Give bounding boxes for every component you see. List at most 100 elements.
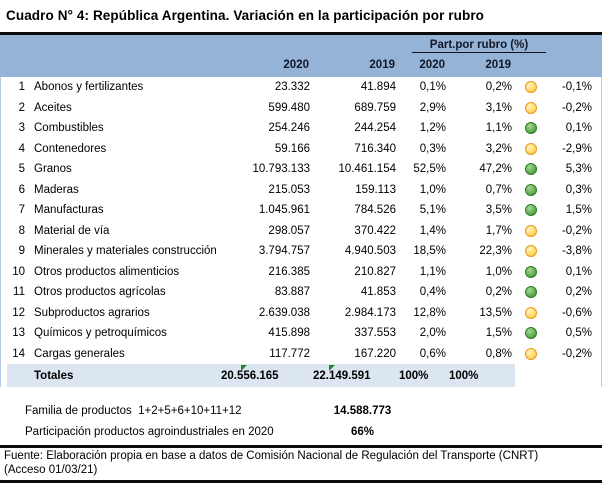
rubro-name: Otros productos alimenticios [34, 265, 180, 278]
rubro-name: Manufacturas [34, 204, 104, 217]
value-2020: 215.053 [268, 183, 310, 196]
pct-2020: 1,4% [419, 224, 446, 237]
pct-difference: -2,9% [561, 142, 592, 155]
value-2020: 59.166 [274, 142, 310, 155]
pct-difference: -0,2% [561, 347, 592, 360]
value-2019: 370.422 [354, 224, 396, 237]
rubro-name: Combustibles [34, 122, 104, 135]
pct-2019: 1,1% [485, 122, 512, 135]
value-2020: 254.246 [268, 122, 310, 135]
status-cell [515, 204, 547, 217]
status-cell [515, 183, 547, 196]
row-number: 9 [18, 245, 25, 258]
row-number: 8 [18, 224, 25, 237]
source-rule [0, 445, 602, 448]
rubro-name: Maderas [34, 183, 79, 196]
value-2019: 10.461.154 [338, 163, 396, 176]
value-2020: 298.057 [268, 224, 310, 237]
status-dot-icon [525, 224, 537, 237]
summary-section: Familia de productos 1+2+5+6+10+11+12 14… [0, 400, 602, 442]
totals-value-2019: 22.149.591 [313, 364, 399, 387]
group-header-row: Part.por rubro (%) [0, 37, 602, 55]
value-2019: 2.984.173 [344, 306, 396, 319]
rubro-name: Contenedores [34, 142, 107, 155]
row-number: 7 [18, 204, 25, 217]
cell-flag-triangle-icon [329, 365, 335, 371]
status-dot-icon [525, 245, 537, 258]
rubro-name: Minerales y materiales construcción [34, 245, 217, 258]
pct-2019: 0,8% [485, 347, 512, 360]
pct-difference: 0,1% [565, 265, 592, 278]
pct-2019: 3,1% [485, 101, 512, 114]
status-dot-icon [525, 265, 537, 278]
pct-2019: 0,7% [485, 183, 512, 196]
row-number: 11 [13, 286, 25, 299]
rubro-name: Cargas generales [34, 347, 125, 360]
rubro-name: Subproductos agrarios [34, 306, 150, 319]
rubro-name: Granos [34, 163, 72, 176]
table-row: 2 Aceites 599.480 689.759 2,9% 3,1% -0,2… [1, 98, 601, 119]
agro-participation-value: 66% [350, 425, 375, 438]
totals-pct-2019: 100% [449, 364, 515, 387]
value-2019: 4.940.503 [344, 245, 396, 258]
status-cell [515, 286, 547, 299]
cell-flag-triangle-icon [241, 365, 247, 371]
source-line-1: Fuente: Elaboración propia en base a dat… [4, 450, 539, 462]
rubro-name: Químicos y petroquímicos [34, 327, 167, 340]
value-2019: 167.220 [354, 347, 396, 360]
value-2020: 2.639.038 [258, 306, 310, 319]
rubro-name: Aceites [34, 101, 72, 114]
value-2019: 689.759 [354, 101, 396, 114]
pct-difference: 0,3% [565, 183, 592, 196]
value-2019: 716.340 [354, 142, 396, 155]
status-dot-icon [525, 204, 537, 217]
table-row: 4 Contenedores 59.166 716.340 0,3% 3,2% … [1, 139, 601, 160]
pct-2020: 2,9% [419, 101, 446, 114]
status-cell [515, 101, 547, 114]
status-cell [515, 245, 547, 258]
value-2020: 10.793.133 [252, 163, 310, 176]
status-dot-icon [525, 142, 537, 155]
top-rule [0, 32, 602, 35]
table-row: 13 Químicos y petroquímicos 415.898 337.… [1, 323, 601, 344]
pct-2020: 18,5% [413, 245, 446, 258]
status-cell [515, 265, 547, 278]
bottom-rule [0, 480, 602, 483]
pct-2020: 1,0% [419, 183, 446, 196]
status-dot-icon [525, 306, 537, 319]
table-row: 14 Cargas generales 117.772 167.220 0,6%… [1, 344, 601, 365]
column-header-pct-2019: 2019 [485, 58, 511, 71]
table-row: 3 Combustibles 254.246 244.254 1,2% 1,1%… [1, 118, 601, 139]
status-cell [515, 81, 547, 94]
status-dot-icon [525, 101, 537, 114]
totals-label: Totales [27, 364, 221, 387]
pct-2019: 3,5% [485, 204, 512, 217]
pct-difference: 0,5% [565, 327, 592, 340]
pct-2019: 1,5% [485, 327, 512, 340]
value-2020: 1.045.961 [258, 204, 310, 217]
value-2019: 784.526 [354, 204, 396, 217]
column-header-tons-2019: 2019 [369, 58, 395, 71]
pct-2020: 0,4% [419, 286, 446, 299]
row-number: 10 [12, 265, 25, 278]
table-row: 10 Otros productos alimenticios 216.385 … [1, 262, 601, 283]
pct-2019: 0,2% [485, 81, 512, 94]
row-number: 3 [18, 122, 25, 135]
pct-difference: -0,1% [561, 81, 592, 94]
pct-2019: 13,5% [479, 306, 512, 319]
value-2020: 23.332 [274, 81, 310, 94]
pct-2019: 22,3% [479, 245, 512, 258]
pct-2020: 0,1% [419, 81, 446, 94]
status-cell [515, 122, 547, 135]
row-number: 6 [18, 183, 25, 196]
value-2020: 3.794.757 [258, 245, 310, 258]
status-dot-icon [525, 286, 537, 299]
row-number: 13 [12, 327, 25, 340]
status-cell [515, 306, 547, 319]
row-number: 12 [12, 306, 25, 319]
table-row: 9 Minerales y materiales construcción 3.… [1, 241, 601, 262]
pct-2020: 1,2% [419, 122, 446, 135]
value-2020: 117.772 [269, 347, 310, 360]
pct-2020: 0,6% [419, 347, 446, 360]
